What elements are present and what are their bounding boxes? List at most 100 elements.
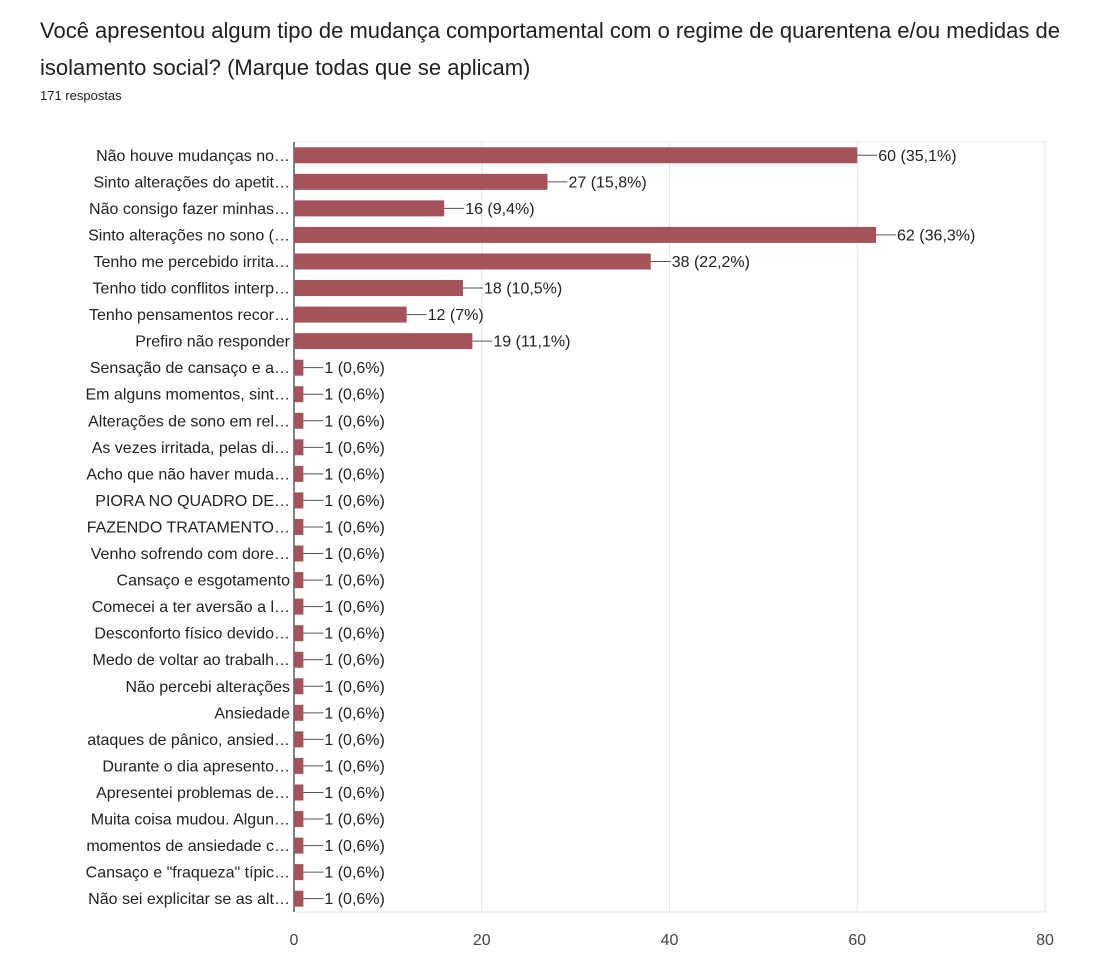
bar <box>294 811 304 828</box>
bar <box>294 731 304 748</box>
data-label: 1 (0,6%) <box>324 599 384 616</box>
bar <box>294 572 304 589</box>
data-label: 38 (22,2%) <box>672 254 750 271</box>
category-label: Cansaço e esgotamento <box>117 573 291 590</box>
bar <box>294 518 304 535</box>
data-label: 1 (0,6%) <box>324 865 384 882</box>
category-label: Não sei explicitar se as alt… <box>88 891 290 908</box>
data-label: 1 (0,6%) <box>324 838 384 855</box>
data-label: 1 (0,6%) <box>324 758 384 775</box>
data-label: 1 (0,6%) <box>324 413 384 430</box>
category-label: Sensação de cansaço e a… <box>90 360 290 377</box>
x-axis-ticks: 0 20 40 60 80 <box>290 932 1054 949</box>
category-label: Cansaço e "fraqueza" típic… <box>86 865 290 882</box>
x-tick-label: 0 <box>290 932 299 949</box>
category-label: PIORA NO QUADRO DE… <box>95 493 290 510</box>
data-label: 60 (35,1%) <box>878 148 956 165</box>
bar <box>294 200 445 217</box>
category-label: Acho que não haver muda… <box>86 466 290 483</box>
category-label: Apresentei problemas de… <box>96 785 290 802</box>
x-tick-label: 20 <box>473 932 491 949</box>
data-label: 1 (0,6%) <box>324 387 384 404</box>
data-label: 1 (0,6%) <box>324 812 384 829</box>
category-label: As vezes irritada, pelas di… <box>92 440 290 457</box>
category-label: Sinto alterações do apetit… <box>93 174 290 191</box>
category-label: Ansiedade <box>214 705 290 722</box>
data-label: 1 (0,6%) <box>324 626 384 643</box>
data-label: 1 (0,6%) <box>324 360 384 377</box>
bar <box>294 359 304 376</box>
labels-layer: Não houve mudanças no… 60 (35,1%) Sinto al… <box>85 148 975 908</box>
bar <box>294 651 304 668</box>
data-label: 27 (15,8%) <box>568 174 646 191</box>
bar <box>294 439 304 456</box>
data-label: 1 (0,6%) <box>324 652 384 669</box>
category-label: FAZENDO TRATAMENTO… <box>87 519 290 536</box>
bar <box>294 306 407 323</box>
data-label: 1 (0,6%) <box>324 785 384 802</box>
data-label: 1 (0,6%) <box>324 573 384 590</box>
category-label: Desconforto físico devido… <box>94 626 290 643</box>
bar <box>294 864 304 881</box>
category-label: Em alguns momentos, sint… <box>85 387 290 404</box>
data-label: 1 (0,6%) <box>324 493 384 510</box>
category-label: Muita coisa mudou. Algun… <box>91 812 290 829</box>
bar <box>294 280 463 297</box>
category-label: Não houve mudanças no… <box>96 148 290 165</box>
bars-layer <box>294 147 877 907</box>
data-label: 1 (0,6%) <box>324 705 384 722</box>
category-label: ataques de pânico, ansied… <box>87 732 290 749</box>
category-label: Não percebi alterações <box>125 679 290 696</box>
bar <box>294 598 304 615</box>
category-label: Durante o dia apresento… <box>102 758 290 775</box>
bar <box>294 704 304 721</box>
x-tick-label: 60 <box>848 932 866 949</box>
category-label: Venho sofrendo com dore… <box>91 546 290 563</box>
bar <box>294 492 304 509</box>
category-label: Tenho me percebido irrita… <box>93 254 290 271</box>
data-label: 1 (0,6%) <box>324 679 384 696</box>
bar <box>294 412 304 429</box>
grid-layer <box>293 141 1046 913</box>
bar <box>294 465 304 482</box>
data-label: 19 (11,1%) <box>493 334 570 351</box>
x-tick-label: 80 <box>1036 932 1054 949</box>
bar <box>294 678 304 695</box>
bar <box>294 173 548 190</box>
data-label: 1 (0,6%) <box>324 466 384 483</box>
bar <box>294 545 304 562</box>
category-label: Tenho tido conflitos interp… <box>93 281 290 298</box>
category-label: Sinto alterações no sono (… <box>88 227 290 244</box>
bar <box>294 333 473 350</box>
bar <box>294 784 304 801</box>
data-label: 12 (7%) <box>428 307 484 324</box>
bar <box>294 226 877 243</box>
data-label: 1 (0,6%) <box>324 732 384 749</box>
category-label: Alterações de sono em rel… <box>88 413 290 430</box>
category-label: Tenho pensamentos recor… <box>89 307 290 324</box>
data-label: 1 (0,6%) <box>324 546 384 563</box>
bar <box>294 386 304 403</box>
bar <box>294 147 858 164</box>
bar <box>294 253 651 270</box>
bar <box>294 625 304 642</box>
category-label: momentos de ansiedade c… <box>86 838 290 855</box>
bar <box>294 837 304 854</box>
x-tick-label: 40 <box>661 932 679 949</box>
data-label: 16 (9,4%) <box>465 201 534 218</box>
data-label: 1 (0,6%) <box>324 440 384 457</box>
category-label: Medo de voltar ao trabalh… <box>93 652 290 669</box>
response-count: 171 respostas <box>40 88 122 103</box>
question-title: Você apresentou algum tipo de mudança co… <box>40 18 1060 80</box>
data-label: 1 (0,6%) <box>324 519 384 536</box>
data-label: 18 (10,5%) <box>484 281 562 298</box>
data-label: 1 (0,6%) <box>324 891 384 908</box>
category-label: Não consigo fazer minhas… <box>89 201 290 218</box>
bar <box>294 757 304 774</box>
category-label: Prefiro não responder <box>135 334 290 351</box>
bar <box>294 890 304 907</box>
category-label: Comecei a ter aversão a l… <box>92 599 290 616</box>
data-label: 62 (36,3%) <box>897 227 975 244</box>
question-header: Você apresentou algum tipo de mudança co… <box>40 12 1090 103</box>
